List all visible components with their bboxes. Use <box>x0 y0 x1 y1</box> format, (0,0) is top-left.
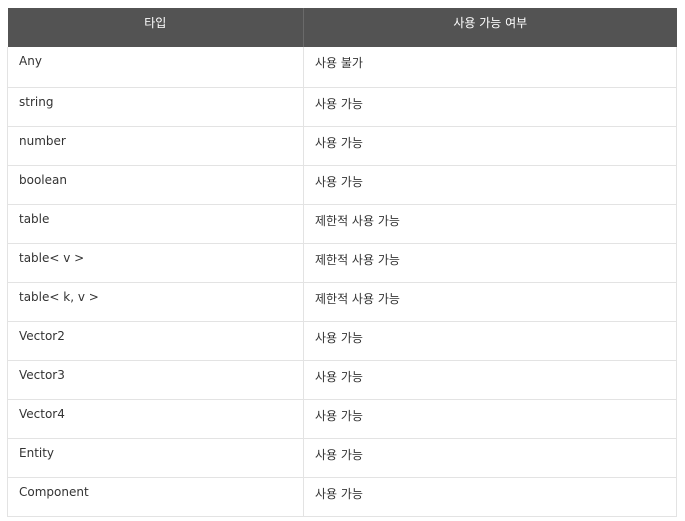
availability-cell: 사용 가능 <box>303 438 677 478</box>
availability-cell: 사용 가능 <box>303 399 677 439</box>
type-cell: Vector4 <box>7 399 304 439</box>
table-row: table< v > 제한적 사용 가능 <box>7 243 677 283</box>
type-cell: Vector2 <box>7 321 304 361</box>
type-cell: Any <box>7 47 304 88</box>
table-row: number 사용 가능 <box>7 126 677 166</box>
availability-cell: 제한적 사용 가능 <box>303 204 677 244</box>
table-row: Vector2 사용 가능 <box>7 321 677 361</box>
table-header: 타입 사용 가능 여부 <box>7 8 677 47</box>
type-cell: table <box>7 204 304 244</box>
table-row: Component 사용 가능 <box>7 477 677 517</box>
table-row: boolean 사용 가능 <box>7 165 677 205</box>
availability-cell: 사용 가능 <box>303 360 677 400</box>
table-row: table< k, v > 제한적 사용 가능 <box>7 282 677 322</box>
type-cell: number <box>7 126 304 166</box>
availability-cell: 사용 불가 <box>303 47 677 88</box>
header-row: 타입 사용 가능 여부 <box>7 8 677 47</box>
availability-cell: 사용 가능 <box>303 126 677 166</box>
availability-cell: 사용 가능 <box>303 165 677 205</box>
type-cell: boolean <box>7 165 304 205</box>
table-row: Any 사용 불가 <box>7 47 677 88</box>
table-row: table 제한적 사용 가능 <box>7 204 677 244</box>
type-cell: Vector3 <box>7 360 304 400</box>
availability-cell: 제한적 사용 가능 <box>303 282 677 322</box>
header-type: 타입 <box>7 8 304 47</box>
header-availability: 사용 가능 여부 <box>303 8 677 47</box>
table-row: Vector3 사용 가능 <box>7 360 677 400</box>
type-cell: table< v > <box>7 243 304 283</box>
type-cell: Entity <box>7 438 304 478</box>
availability-cell: 사용 가능 <box>303 477 677 517</box>
type-support-table: 타입 사용 가능 여부 Any 사용 불가 string 사용 가능 numbe… <box>7 8 677 517</box>
type-cell: table< k, v > <box>7 282 304 322</box>
table-row: Entity 사용 가능 <box>7 438 677 478</box>
type-support-table-container: 타입 사용 가능 여부 Any 사용 불가 string 사용 가능 numbe… <box>7 8 677 517</box>
availability-cell: 사용 가능 <box>303 87 677 127</box>
availability-cell: 제한적 사용 가능 <box>303 243 677 283</box>
type-cell: string <box>7 87 304 127</box>
table-row: string 사용 가능 <box>7 87 677 127</box>
table-body: Any 사용 불가 string 사용 가능 number 사용 가능 bool… <box>7 47 677 517</box>
type-cell: Component <box>7 477 304 517</box>
table-row: Vector4 사용 가능 <box>7 399 677 439</box>
availability-cell: 사용 가능 <box>303 321 677 361</box>
